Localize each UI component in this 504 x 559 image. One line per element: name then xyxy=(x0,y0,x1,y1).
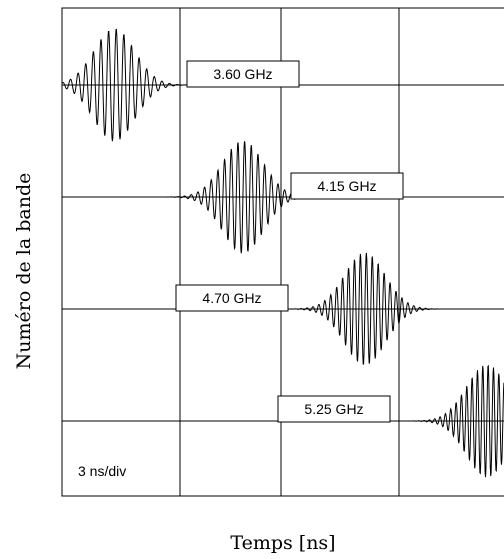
freq-label-0: 3.60 GHz xyxy=(186,60,300,88)
x-axis-label: Temps [ns] xyxy=(230,532,335,554)
freq-label-text: 5.25 GHz xyxy=(304,401,363,417)
freq-label-box xyxy=(277,395,391,423)
freq-label-text: 3.60 GHz xyxy=(213,66,272,82)
freq-label-text: 4.15 GHz xyxy=(317,178,376,194)
baselines xyxy=(62,84,504,422)
time-scale-label: 3 ns/div xyxy=(78,463,126,479)
pulse-4-70ghz xyxy=(272,252,458,365)
frequency-labels: 3.60 GHz 4.15 GHz 4.70 GHz 5.25 GHz xyxy=(175,60,404,423)
freq-label-2: 4.70 GHz xyxy=(175,284,289,312)
pulse-5-25ghz xyxy=(394,364,504,478)
plot-frame xyxy=(61,7,504,497)
freq-label-text: 4.70 GHz xyxy=(202,290,261,306)
grid xyxy=(61,7,504,497)
freq-label-1: 4.15 GHz xyxy=(290,172,404,200)
freq-label-box xyxy=(290,172,404,200)
pulse-3-60ghz xyxy=(61,28,207,142)
freq-label-box xyxy=(175,284,289,312)
freq-label-3: 5.25 GHz xyxy=(277,395,391,423)
freq-label-box xyxy=(186,60,300,88)
y-axis-label: Numéro de la bande xyxy=(13,173,35,370)
